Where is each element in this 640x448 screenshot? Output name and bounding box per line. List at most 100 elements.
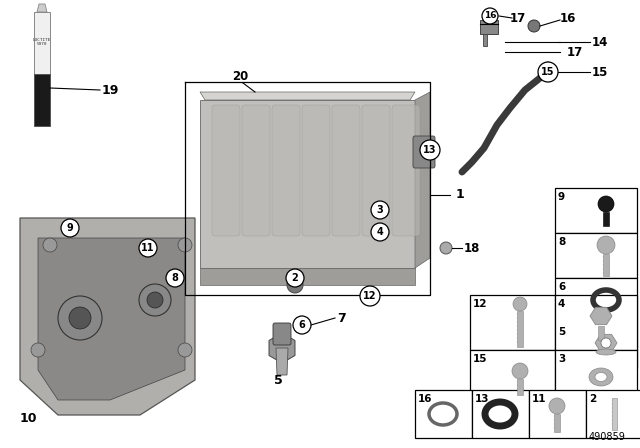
Circle shape <box>166 269 184 287</box>
Ellipse shape <box>589 368 613 386</box>
Text: 4: 4 <box>558 299 565 309</box>
Text: 17: 17 <box>510 12 526 25</box>
Circle shape <box>58 296 102 340</box>
FancyBboxPatch shape <box>332 105 360 236</box>
Text: 20: 20 <box>232 70 248 83</box>
Circle shape <box>538 62 558 82</box>
Circle shape <box>549 398 565 414</box>
Circle shape <box>178 238 192 252</box>
Bar <box>470 295 555 350</box>
FancyBboxPatch shape <box>392 105 420 236</box>
FancyBboxPatch shape <box>273 323 291 345</box>
FancyBboxPatch shape <box>272 105 300 236</box>
Circle shape <box>293 316 311 334</box>
Text: 9: 9 <box>67 223 74 233</box>
Circle shape <box>512 363 528 379</box>
Text: 490859: 490859 <box>588 432 625 442</box>
Circle shape <box>371 201 389 219</box>
Bar <box>34 12 50 84</box>
Ellipse shape <box>595 372 607 382</box>
Circle shape <box>528 20 540 32</box>
Text: LOCTITE
5970: LOCTITE 5970 <box>33 38 51 46</box>
Text: 15: 15 <box>473 354 488 364</box>
Text: 12: 12 <box>473 299 488 309</box>
Polygon shape <box>415 92 430 268</box>
Bar <box>555 295 637 350</box>
FancyBboxPatch shape <box>200 100 415 268</box>
Bar <box>34 74 50 126</box>
Text: 3: 3 <box>558 354 565 364</box>
Circle shape <box>61 219 79 237</box>
Text: 6: 6 <box>299 320 305 330</box>
Circle shape <box>147 292 163 308</box>
Circle shape <box>420 140 440 160</box>
Circle shape <box>286 269 304 287</box>
Bar <box>483 34 487 46</box>
Polygon shape <box>200 92 415 100</box>
Text: 5: 5 <box>274 374 282 387</box>
Text: 13: 13 <box>423 145 436 155</box>
Polygon shape <box>37 4 47 12</box>
Text: 16: 16 <box>418 394 433 404</box>
Text: 13: 13 <box>475 394 490 404</box>
Text: 5: 5 <box>558 327 565 337</box>
Bar <box>555 278 637 323</box>
Text: 12: 12 <box>364 291 377 301</box>
Polygon shape <box>200 268 415 285</box>
Circle shape <box>601 338 611 348</box>
Bar <box>555 323 637 368</box>
Bar <box>598 326 604 340</box>
Bar <box>517 311 523 347</box>
Polygon shape <box>276 348 288 375</box>
Bar <box>529 390 586 438</box>
Circle shape <box>139 239 157 257</box>
Polygon shape <box>269 333 295 363</box>
Text: 3: 3 <box>376 205 383 215</box>
Circle shape <box>484 11 494 21</box>
Text: 15: 15 <box>541 67 555 77</box>
Text: 2: 2 <box>292 273 298 283</box>
Bar <box>586 390 640 438</box>
Bar <box>612 398 617 430</box>
Circle shape <box>371 223 389 241</box>
Text: 9: 9 <box>558 192 565 202</box>
Bar <box>555 350 637 405</box>
Circle shape <box>482 8 498 24</box>
Bar <box>472 390 529 438</box>
Text: 11: 11 <box>141 243 155 253</box>
Circle shape <box>360 286 380 306</box>
FancyBboxPatch shape <box>362 105 390 236</box>
Bar <box>480 20 498 34</box>
Text: 16: 16 <box>484 12 496 21</box>
Bar <box>555 233 637 278</box>
Circle shape <box>513 297 527 311</box>
Circle shape <box>598 196 614 212</box>
Circle shape <box>139 284 171 316</box>
Text: 18: 18 <box>464 241 480 254</box>
Text: 6: 6 <box>558 282 565 292</box>
FancyBboxPatch shape <box>413 136 435 168</box>
Text: 14: 14 <box>592 35 608 48</box>
Text: 8: 8 <box>172 273 179 283</box>
Polygon shape <box>20 218 195 415</box>
Bar <box>517 379 523 395</box>
Text: 15: 15 <box>592 65 608 78</box>
Circle shape <box>178 343 192 357</box>
Circle shape <box>597 236 615 254</box>
Text: 7: 7 <box>338 311 346 324</box>
Polygon shape <box>590 307 612 325</box>
Polygon shape <box>595 334 617 352</box>
Bar <box>603 212 609 226</box>
FancyBboxPatch shape <box>242 105 270 236</box>
FancyBboxPatch shape <box>302 105 330 236</box>
FancyBboxPatch shape <box>212 105 240 236</box>
Bar <box>415 390 472 438</box>
Polygon shape <box>38 238 185 400</box>
Text: 19: 19 <box>101 83 118 96</box>
Circle shape <box>31 343 45 357</box>
Bar <box>603 254 609 276</box>
Text: 2: 2 <box>589 394 596 404</box>
Ellipse shape <box>596 349 616 355</box>
Bar <box>555 188 637 233</box>
Circle shape <box>440 242 452 254</box>
